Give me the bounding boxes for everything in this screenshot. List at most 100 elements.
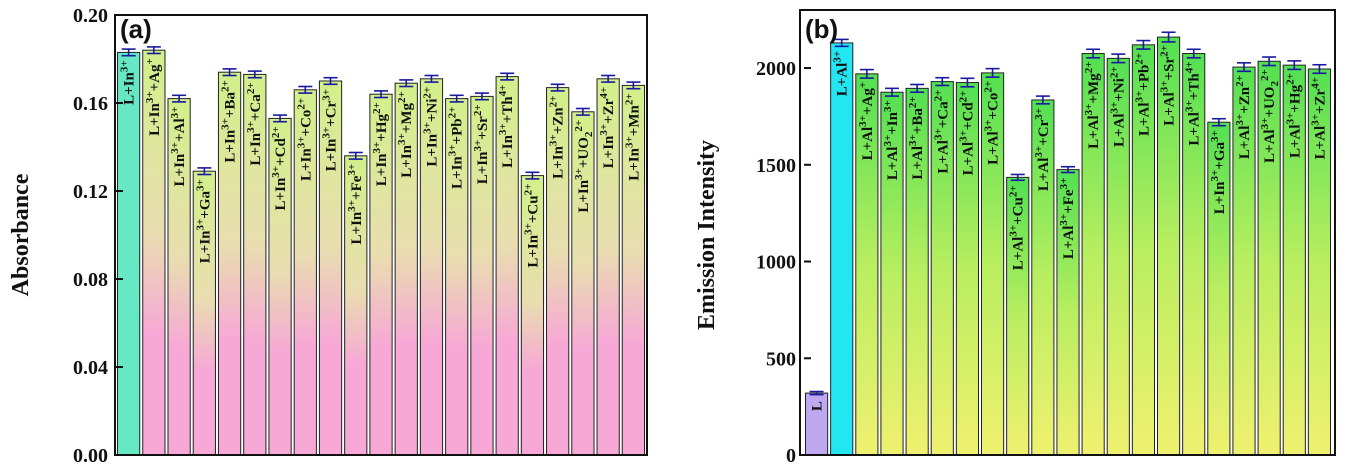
bar-label: L+In3++UO22+ (573, 120, 595, 213)
error-bar (1161, 31, 1176, 43)
bar-label: L+In3++Zr4+ (598, 87, 617, 169)
error-bar (834, 38, 849, 48)
bar-label: L+In3++Ni2+ (421, 87, 440, 167)
error-bar (1136, 39, 1151, 50)
error-bar (348, 151, 363, 160)
error-bar (885, 87, 899, 97)
error-bar (1237, 62, 1251, 73)
bar-label: L+In3++Cd2+ (270, 126, 289, 210)
bar-label: L+Al3++Cd2+ (957, 91, 976, 176)
panel-b: L L+Al3+ L+Al3++Ag+ L+Al3++In3+ L+Al3++Ba2+ L… (694, 9, 1336, 466)
panel-b-bars: L L+Al3+ L+Al3++Ag+ L+Al3++In3+ L+Al3++Ba2+ L… (805, 31, 1331, 456)
bar-label: L+Al3++Mg2+ (1083, 62, 1102, 149)
y-tick-label: 1000 (756, 252, 796, 274)
error-bar (985, 67, 1000, 78)
panel-a-y-ticks: 0.00 0.04 0.08 0.12 0.16 0.20 (73, 5, 123, 466)
bar-label: L+Al3++Co2+ (983, 81, 1002, 165)
bar-label: L+In3++Mg2+ (396, 91, 415, 178)
bar-label: L+In3++Fe3+ (346, 164, 365, 245)
y-tick-label: 500 (766, 348, 796, 370)
error-bar (500, 72, 515, 81)
panel-a-bars: L+In3+ L+In3++Ag+ L+In3++Al3+ L+In3++Ga3+ L+… (117, 46, 646, 456)
panel-a-y-axis-title: Absorbance (8, 173, 34, 296)
bar (830, 42, 854, 456)
bar-label: L+In3++Sr2+ (472, 104, 491, 184)
error-bar (323, 76, 338, 86)
error-bar (474, 92, 489, 101)
panel-b-label: (b) (805, 14, 838, 44)
error-bar (1010, 173, 1025, 182)
y-tick-label: 0.16 (73, 93, 108, 115)
y-tick-label: 0.08 (73, 269, 108, 291)
error-bar (273, 114, 288, 123)
error-bar (1035, 95, 1050, 105)
bar-label: L+In3++Pb2+ (447, 107, 466, 189)
error-bar (1061, 165, 1075, 174)
bar-label: L+In3++Ga3+ (1209, 130, 1228, 214)
error-bar (601, 74, 616, 83)
bar-label: L+Al3++UO22+ (1259, 69, 1281, 163)
bar-label: L+In3++Ba2+ (220, 80, 239, 162)
bar-label: L+Al3++Fe3+ (1058, 178, 1077, 260)
y-tick-label: 2000 (756, 58, 796, 80)
bar-label: L+Al3++Zr4+ (1309, 77, 1328, 159)
bar-label: L+Al3++Pb2+ (1133, 53, 1152, 136)
error-bar (172, 94, 187, 103)
bar-label: L+Al3+ (832, 51, 851, 96)
error-bar (146, 46, 161, 55)
bar-label: L+Al3++Hg2+ (1284, 73, 1303, 158)
panel-a: L+In3+ L+In3++Ag+ L+In3++Al3+ L+In3++Ga3+ L+… (8, 5, 648, 466)
bar-label: L+In3++Hg2+ (371, 102, 390, 186)
bar-label: L+In3++Mn2+ (623, 93, 642, 180)
bar (117, 51, 141, 456)
bar-label: L+Al3++Ca2+ (932, 90, 951, 174)
bar-label: L+Al3++Cr3+ (1033, 108, 1052, 191)
error-bar (374, 90, 388, 99)
error-bar (525, 171, 540, 180)
y-tick-label: 0.00 (73, 445, 108, 466)
error-bar (550, 83, 565, 92)
y-tick-label: 0.12 (73, 181, 108, 203)
error-bar (960, 77, 975, 88)
y-tick-label: 0.20 (73, 5, 108, 27)
error-bar (1086, 48, 1101, 59)
panel-a-frame (114, 14, 648, 456)
error-bar (910, 83, 925, 94)
error-bar (197, 167, 212, 176)
y-tick-label: 0.04 (73, 357, 108, 379)
bar-label: L+Al3++Th4+ (1184, 62, 1203, 146)
bar-label: L+Al3++In3+ (882, 100, 901, 180)
error-bar (424, 74, 439, 83)
error-bar (1262, 56, 1277, 67)
error-bar (449, 94, 464, 103)
error-bar (247, 70, 262, 79)
error-bar (222, 68, 237, 77)
bar-label: L+In3++Zn2+ (548, 96, 567, 179)
error-bar (626, 81, 641, 90)
bar-label: L+Al3++Ni2+ (1108, 66, 1127, 147)
error-bar (935, 76, 950, 87)
error-bar (1312, 63, 1327, 75)
panel-b-y-ticks: 0 500 1000 1500 2000 (756, 58, 811, 466)
error-bar (809, 390, 824, 396)
bar-label: L+In3++Cu2+ (522, 184, 541, 268)
bar-label: L (810, 401, 826, 411)
error-bar (575, 107, 590, 116)
bar-label: L+In3+ (119, 60, 138, 105)
panel-a-label: (a) (120, 14, 152, 44)
panel-b-frame (799, 9, 1336, 456)
y-tick-label: 0 (786, 445, 796, 466)
error-bar (1211, 117, 1226, 127)
bar-label: L+In3++Ca2+ (245, 82, 264, 165)
bar-label: L+Al3++Zn2+ (1234, 75, 1253, 159)
bar-label: L+Al3++Sr2+ (1159, 45, 1178, 126)
bar-label: L+In3++Ag+ (144, 58, 163, 136)
bar-label: L+Al3++Cu2+ (1008, 185, 1027, 270)
bar-label: L+In3++Al3+ (169, 107, 188, 187)
bar-label: L+Al3++Ag+ (857, 82, 876, 161)
error-bar (298, 85, 313, 94)
error-bar (1111, 53, 1126, 64)
bar-label: L+Al3++Ba2+ (907, 96, 926, 179)
panel-b-y-axis-title: Emission Intensity (694, 140, 720, 330)
